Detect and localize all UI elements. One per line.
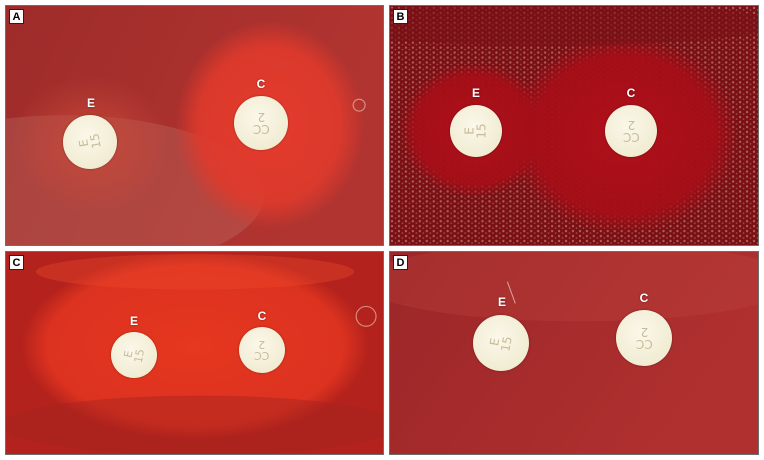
disk-imprint: CC 2 [254, 338, 270, 362]
antibiotic-disk-c: CC 2 [239, 327, 285, 373]
antibiotic-disk-e: E 15 [473, 315, 529, 371]
disk-imprint: CC 2 [622, 118, 640, 144]
panel-tag: B [393, 9, 408, 24]
agar-plate-b [390, 6, 758, 245]
antibiotic-disk-e: E 15 [450, 105, 502, 157]
disk-label-c: C [639, 291, 649, 305]
panel-d: D E E 15 C CC 2 [389, 251, 759, 455]
agar-plate-c [6, 252, 383, 454]
antibiotic-disk-e: E 15 [111, 332, 157, 378]
disk-imprint: E 15 [463, 123, 489, 139]
disk-label-c: C [257, 309, 267, 323]
antibiotic-disk-c: CC 2 [605, 105, 657, 157]
panel-tag: C [9, 255, 24, 270]
antibiotic-disk-e: E 15 [63, 115, 117, 169]
agar-plate-d [390, 252, 758, 454]
antibiotic-disk-c: CC 2 [234, 96, 288, 150]
disk-imprint: CC 2 [252, 110, 270, 136]
disk-imprint: E 15 [121, 347, 148, 364]
panel-c: C E E 15 C CC 2 [5, 251, 384, 455]
panel-tag: A [9, 9, 24, 24]
disk-imprint: CC 2 [635, 325, 653, 351]
disk-label-c: C [626, 86, 636, 100]
disk-label-c: C [256, 77, 266, 91]
panel-b: B E E 15 C CC 2 [389, 5, 759, 246]
disk-label-e: E [497, 295, 507, 309]
antibiotic-disk-c: CC 2 [616, 310, 672, 366]
disk-label-e: E [129, 314, 139, 328]
disk-imprint: E 15 [487, 335, 516, 353]
panel-a: A E E 15 C CC 2 [5, 5, 384, 246]
panel-tag: D [393, 255, 408, 270]
disk-label-e: E [471, 86, 481, 100]
agar-plate-a [6, 6, 383, 245]
disk-imprint: E 15 [76, 132, 105, 150]
disk-label-e: E [86, 96, 96, 110]
